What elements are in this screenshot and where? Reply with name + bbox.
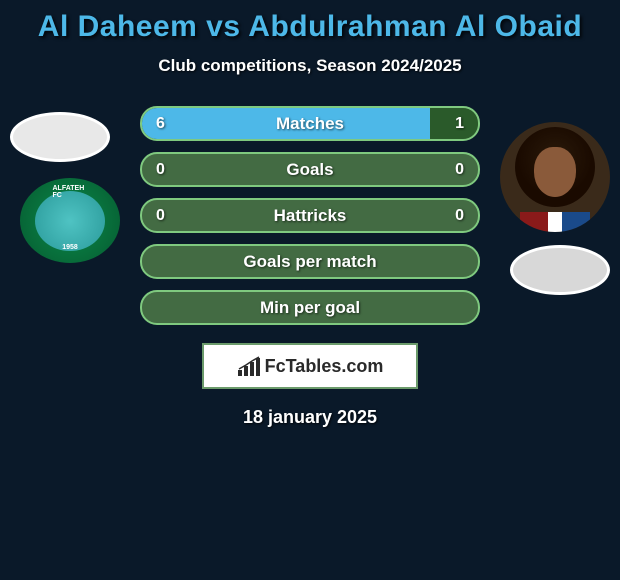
stat-value-left: 0: [156, 207, 165, 225]
stat-row: 0 Goals 0: [140, 152, 480, 187]
brand-text: FcTables.com: [265, 356, 384, 377]
page-subtitle: Club competitions, Season 2024/2025: [0, 56, 620, 76]
comparison-area: 6 Matches 1 0 Goals 0 0 Hattricks 0 Goals per mat…: [0, 106, 620, 325]
stat-row: Min per goal: [140, 290, 480, 325]
brand-chart-icon: [237, 356, 261, 376]
stat-label: Matches: [276, 114, 344, 134]
stat-value-left: 6: [156, 115, 165, 133]
stat-row: Goals per match: [140, 244, 480, 279]
stat-label: Min per goal: [260, 298, 360, 318]
date-text: 18 january 2025: [0, 407, 620, 428]
stat-fill-right: [430, 108, 478, 139]
stat-label: Goals per match: [243, 252, 376, 272]
stat-value-left: 0: [156, 161, 165, 179]
stat-rows: 6 Matches 1 0 Goals 0 0 Hattricks 0 Goals per mat…: [140, 106, 480, 325]
stat-label: Goals: [286, 160, 333, 180]
brand-box[interactable]: FcTables.com: [202, 343, 418, 389]
page-title: Al Daheem vs Abdulrahman Al Obaid: [0, 10, 620, 44]
stat-value-right: 1: [455, 115, 464, 133]
stat-value-right: 0: [455, 207, 464, 225]
stat-row: 0 Hattricks 0: [140, 198, 480, 233]
stat-row: 6 Matches 1: [140, 106, 480, 141]
stat-value-right: 0: [455, 161, 464, 179]
stat-label: Hattricks: [274, 206, 347, 226]
